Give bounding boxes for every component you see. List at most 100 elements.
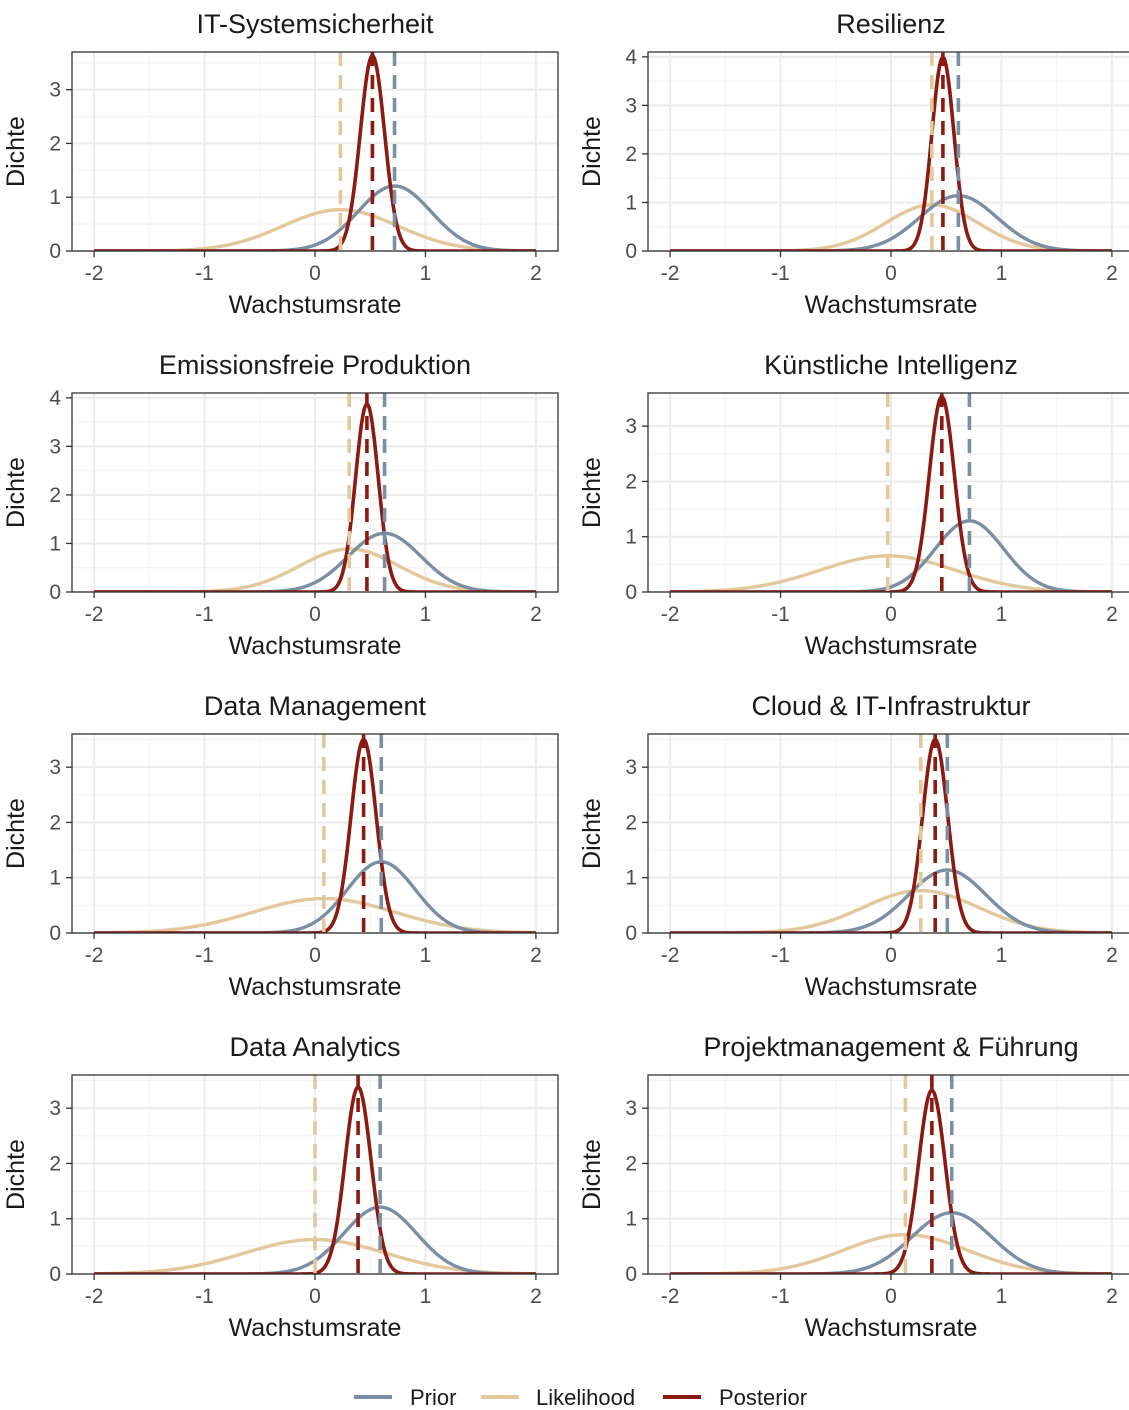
y-tick-label: 3	[625, 756, 637, 779]
y-tick-label: 2	[625, 811, 637, 834]
y-tick-label: 0	[625, 240, 637, 263]
x-tick-label: 1	[996, 1285, 1008, 1308]
x-tick-label: -2	[661, 1285, 680, 1308]
x-tick-label: -1	[195, 603, 214, 626]
y-tick-label: 3	[625, 1097, 637, 1120]
x-tick-label: -2	[661, 262, 680, 285]
y-tick-label: 1	[625, 526, 637, 549]
y-tick-label: 0	[49, 240, 61, 263]
x-tick-label: -1	[195, 1285, 214, 1308]
y-tick-label: 4	[625, 46, 637, 69]
x-tick-label: -1	[771, 262, 790, 285]
x-axis-title: Wachstumsrate	[805, 973, 978, 1001]
x-tick-label: 1	[420, 603, 432, 626]
y-tick-label: 1	[49, 532, 61, 555]
x-tick-label: 0	[309, 944, 321, 967]
x-tick-label: -1	[771, 1285, 790, 1308]
x-tick-label: 1	[996, 262, 1008, 285]
x-axis-title: Wachstumsrate	[805, 291, 978, 319]
legend-label: Posterior	[719, 1385, 807, 1410]
x-tick-label: -2	[661, 944, 680, 967]
prior-curve	[93, 860, 537, 933]
y-tick-label: 3	[49, 756, 61, 779]
y-tick-label: 0	[49, 1263, 61, 1286]
panel-5: Data Management -2 -1 0 1 2 0 1 2 3 Wachstumsrate D…	[2, 691, 559, 1001]
y-tick-label: 3	[625, 94, 637, 117]
x-tick-label: 2	[530, 262, 542, 285]
prior-curve	[669, 1211, 1113, 1274]
prior-curve	[669, 193, 1113, 251]
panel-title: Künstliche Intelligenz	[764, 350, 1018, 380]
y-tick-label: 2	[625, 1152, 637, 1175]
x-axis-title: Wachstumsrate	[805, 1314, 978, 1342]
panel-title: IT-Systemsicherheit	[196, 9, 434, 39]
x-tick-label: -2	[661, 603, 680, 626]
x-tick-label: 0	[309, 262, 321, 285]
x-tick-label: 0	[309, 603, 321, 626]
panel-6: Cloud & IT-Infrastruktur -2 -1 0 1 2 0 1 2 3 Wachs…	[578, 691, 1129, 1001]
legend-item-prior: Prior	[354, 1385, 456, 1410]
panel-title: Data Management	[204, 691, 427, 721]
y-tick-label: 0	[625, 1263, 637, 1286]
x-tick-label: -1	[195, 944, 214, 967]
prior-curve	[93, 184, 537, 251]
y-tick-label: 2	[625, 470, 637, 493]
y-axis-title: Dichte	[2, 1139, 30, 1210]
y-tick-label: 1	[49, 186, 61, 209]
legend: Prior Likelihood Posterior	[354, 1385, 807, 1410]
y-tick-label: 0	[49, 581, 61, 604]
facet-panels: IT-Systemsicherheit -2 -1 0 1 2 0 1 2 3 Wachstumsr…	[2, 9, 1129, 1342]
legend-item-posterior: Posterior	[663, 1385, 807, 1410]
legend-item-likelihood: Likelihood	[481, 1385, 635, 1410]
x-tick-label: 2	[1106, 944, 1118, 967]
x-tick-label: 1	[996, 944, 1008, 967]
x-tick-label: -1	[195, 262, 214, 285]
posterior-curve	[669, 1088, 1113, 1274]
y-tick-label: 3	[625, 415, 637, 438]
y-tick-label: 2	[49, 1152, 61, 1175]
y-tick-label: 0	[625, 922, 637, 945]
x-axis-title: Wachstumsrate	[229, 632, 402, 660]
panel-2: Resilienz -2 -1 0 1 2 0 1 2 3 4 Wachstumsrate Dichte	[578, 9, 1129, 319]
x-tick-label: 2	[1106, 603, 1118, 626]
y-axis-title: Dichte	[578, 457, 606, 528]
y-tick-label: 1	[49, 1208, 61, 1231]
panel-8: Projektmanagement & Führung -2 -1 0 1 2 0 1 2 3 Wa…	[578, 1032, 1129, 1342]
y-tick-label: 2	[49, 484, 61, 507]
panel-title: Emissionsfreie Produktion	[159, 350, 471, 380]
x-tick-label: 0	[885, 944, 897, 967]
panel-3: Emissionsfreie Produktion -2 -1 0 1 2 0 1 2 3 4 Wac…	[2, 350, 559, 660]
x-tick-label: 2	[530, 944, 542, 967]
x-tick-label: -1	[771, 603, 790, 626]
x-tick-label: 1	[420, 262, 432, 285]
panel-1: IT-Systemsicherheit -2 -1 0 1 2 0 1 2 3 Wachstumsr…	[2, 9, 559, 319]
panel-title: Resilienz	[836, 9, 946, 39]
posterior-curve	[93, 1085, 537, 1274]
y-tick-label: 2	[625, 143, 637, 166]
y-tick-label: 3	[49, 79, 61, 102]
y-tick-label: 0	[625, 581, 637, 604]
panel-background	[648, 52, 1129, 251]
panel-7: Data Analytics -2 -1 0 1 2 0 1 2 3 Wachstumsrate Di…	[2, 1032, 559, 1342]
y-tick-label: 1	[49, 867, 61, 890]
y-axis-title: Dichte	[2, 457, 30, 528]
x-axis-title: Wachstumsrate	[229, 291, 402, 319]
y-tick-label: 3	[49, 1097, 61, 1120]
plot-area	[93, 1075, 537, 1274]
y-tick-label: 1	[625, 867, 637, 890]
x-tick-label: 2	[1106, 262, 1118, 285]
x-tick-label: 0	[885, 262, 897, 285]
y-tick-label: 1	[625, 1208, 637, 1231]
prior-curve	[669, 868, 1113, 933]
x-axis-title: Wachstumsrate	[229, 973, 402, 1001]
y-axis-title: Dichte	[2, 798, 30, 869]
y-axis-title: Dichte	[578, 798, 606, 869]
x-tick-label: 2	[530, 1285, 542, 1308]
plot-area	[669, 1075, 1113, 1274]
panel-4: Künstliche Intelligenz -2 -1 0 1 2 0 1 2 3 Wachstu…	[578, 350, 1129, 660]
x-tick-label: -1	[771, 944, 790, 967]
y-tick-label: 1	[625, 191, 637, 214]
x-axis-title: Wachstumsrate	[229, 1314, 402, 1342]
y-axis-title: Dichte	[578, 116, 606, 187]
